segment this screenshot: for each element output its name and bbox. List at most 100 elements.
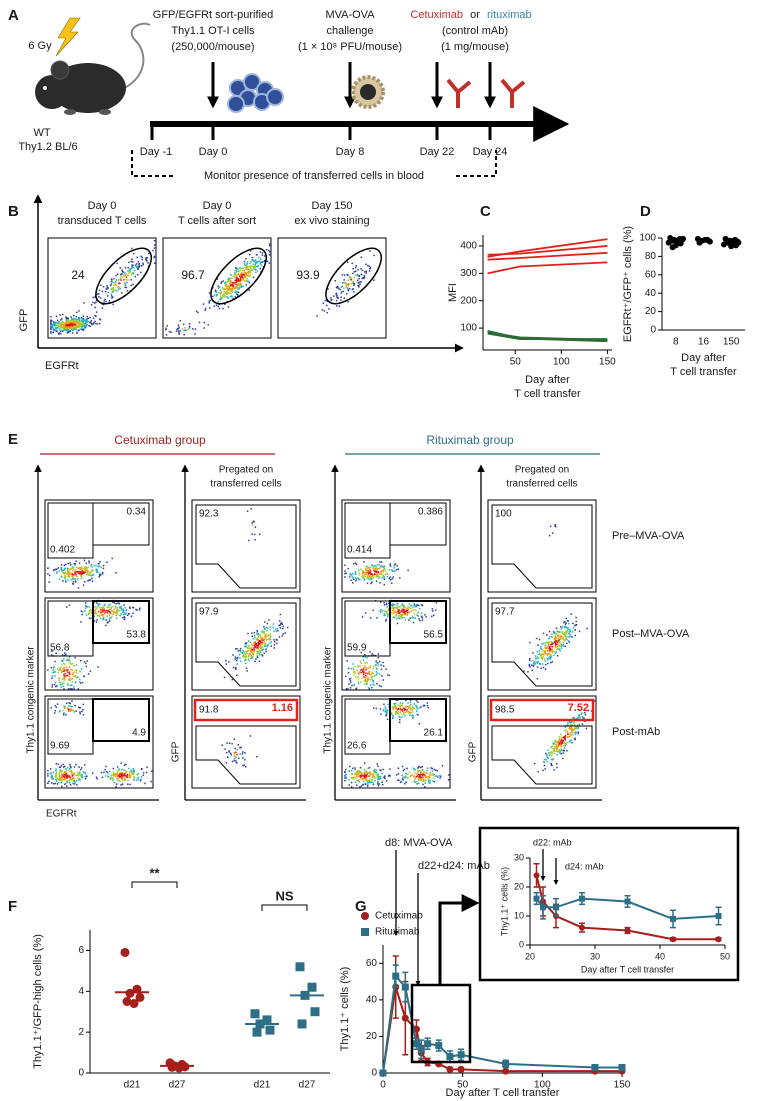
event-dot [281,623,283,625]
event-dot [593,700,596,702]
event-dot [68,570,70,573]
event-dot [377,570,379,573]
event-dot [60,329,62,331]
event-dot [352,671,355,674]
event-dot [212,295,214,298]
event-dot [101,611,104,613]
event-dot [230,287,232,290]
event-dot [90,303,93,306]
event-dot [241,278,244,280]
event-dot [117,285,119,288]
event-dot [47,669,49,671]
event-dot [136,773,138,776]
event-dot [107,772,109,775]
step-text: or [470,9,480,21]
event-dot [393,604,395,606]
event-dot [87,320,90,323]
event-dot [549,644,552,646]
event-dot [388,674,391,677]
event-dot [379,575,381,578]
event-dot [537,657,539,660]
event-dot [368,571,370,573]
event-dot [115,614,117,617]
event-dot [248,655,250,657]
event-dot [414,617,416,620]
event-dot [558,645,560,647]
event-dot [557,744,560,747]
event-dot [562,641,565,644]
event-dot [227,306,230,308]
event-dot [546,754,549,757]
event-dot [415,605,417,608]
event-dot [52,326,54,329]
event-dot [554,652,557,654]
event-dot [428,778,430,780]
event-dot [223,295,225,298]
event-dot [81,569,83,571]
event-dot [566,638,568,641]
axis-label: GFP [171,741,182,762]
event-dot [263,260,266,263]
gate [389,600,447,644]
event-dot [91,569,94,571]
event-dot [222,280,224,282]
event-dot [381,781,383,783]
event-dot [51,671,54,674]
event-dot [78,570,81,573]
event-dot [277,629,279,632]
event-dot [247,645,250,647]
event-dot [63,688,65,690]
event-dot [359,660,361,663]
event-dot [569,633,571,635]
event-dot [66,669,68,671]
event-dot [227,278,229,281]
event-dot [47,573,49,575]
event-dot [235,276,238,278]
event-dot [53,328,56,331]
event-dot [355,563,358,566]
event-dot [243,274,245,277]
event-dot [383,613,385,615]
event-dot [350,776,352,779]
event-dot [90,565,92,567]
event-dot [50,332,52,334]
event-dot [136,777,139,780]
event-dot [371,686,373,689]
marker [129,999,139,1009]
event-dot [67,320,69,323]
event-dot [108,611,111,613]
event-dot [84,602,87,604]
event-dot [147,262,149,264]
event-dot [92,296,94,299]
event-dot [428,776,431,778]
event-dot [54,660,56,663]
event-dot [362,574,364,576]
event-dot [140,271,142,274]
event-dot [348,276,351,278]
event-dot [412,707,415,709]
event-dot [246,647,249,649]
event-dot [286,626,289,629]
event-dot [240,286,243,288]
event-dot [343,297,346,299]
event-dot [60,568,63,571]
annotation: d22+d24: mAb [418,860,490,872]
event-dot [257,650,260,653]
event-dot [421,772,424,775]
event-dot [561,630,563,633]
event-dot [89,325,91,327]
event-dot [340,292,342,294]
event-dot [121,608,123,611]
event-dot [251,647,253,649]
event-dot [415,705,418,707]
event-dot [335,293,337,296]
event-dot [276,642,278,645]
event-dot [120,762,122,764]
event-dot [350,781,353,784]
mouse-label: Thy1.2 BL/6 [18,141,77,153]
event-dot [374,770,376,773]
event-dot [564,623,567,625]
event-dot [401,603,404,605]
event-dot [84,772,87,775]
event-dot [78,566,80,568]
